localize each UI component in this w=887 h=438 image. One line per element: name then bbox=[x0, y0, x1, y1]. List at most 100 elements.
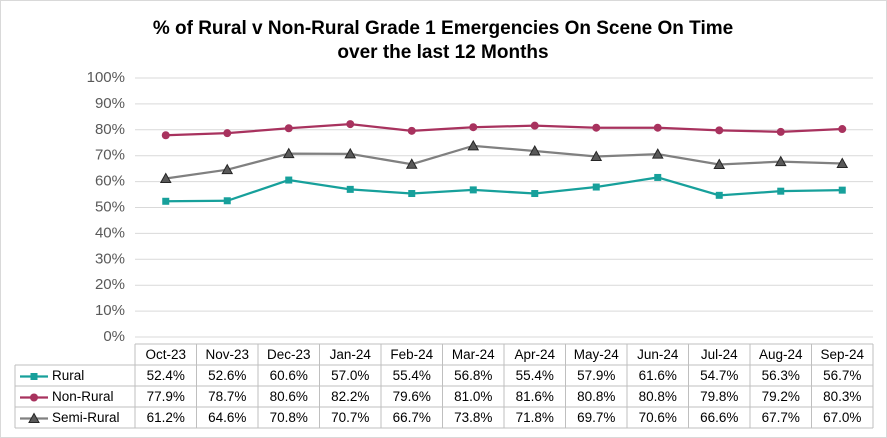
marker bbox=[30, 393, 38, 402]
table-value: 52.4% bbox=[147, 368, 185, 383]
table-value: 52.6% bbox=[208, 368, 246, 383]
x-tick-label: Aug-24 bbox=[759, 347, 803, 362]
marker bbox=[530, 121, 539, 130]
x-tick-label: Jan-24 bbox=[330, 347, 372, 362]
chart-title: % of Rural v Non-Rural Grade 1 Emergenci… bbox=[153, 18, 733, 39]
marker bbox=[285, 176, 293, 184]
marker bbox=[223, 197, 231, 205]
legend-label: Semi-Rural bbox=[52, 410, 120, 425]
marker bbox=[838, 186, 846, 194]
table-value: 73.8% bbox=[454, 410, 492, 425]
marker bbox=[777, 187, 785, 195]
table-value: 66.7% bbox=[393, 410, 431, 425]
y-tick-label: 20% bbox=[95, 276, 125, 293]
marker bbox=[838, 125, 847, 134]
table-value: 64.6% bbox=[208, 410, 246, 425]
table-value: 61.6% bbox=[639, 368, 677, 383]
table-value: 70.6% bbox=[639, 410, 677, 425]
table-value: 80.3% bbox=[823, 389, 861, 404]
marker bbox=[531, 190, 539, 198]
marker bbox=[161, 131, 170, 140]
marker bbox=[651, 148, 664, 159]
marker bbox=[653, 123, 662, 132]
y-tick-label: 90% bbox=[95, 95, 125, 112]
table-value: 57.0% bbox=[331, 368, 369, 383]
table-value: 67.0% bbox=[823, 410, 861, 425]
table-value: 82.2% bbox=[331, 389, 369, 404]
table-value: 67.7% bbox=[762, 410, 800, 425]
marker bbox=[159, 172, 172, 183]
x-tick-label: Jul-24 bbox=[701, 347, 738, 362]
x-tick-label: Dec-23 bbox=[267, 347, 311, 362]
y-tick-label: 80% bbox=[95, 121, 125, 138]
y-tick-label: 30% bbox=[95, 250, 125, 267]
marker bbox=[407, 126, 416, 135]
marker bbox=[28, 412, 40, 423]
table-value: 56.3% bbox=[762, 368, 800, 383]
table-value: 79.8% bbox=[700, 389, 738, 404]
marker bbox=[408, 190, 416, 198]
marker bbox=[654, 173, 662, 181]
table-value: 57.9% bbox=[577, 368, 615, 383]
x-tick-label: Apr-24 bbox=[514, 347, 555, 362]
marker bbox=[221, 163, 234, 175]
x-tick-label: Oct-23 bbox=[145, 347, 186, 362]
marker bbox=[284, 124, 293, 133]
marker bbox=[592, 123, 601, 132]
series-line bbox=[165, 122, 843, 137]
y-tick-label: 100% bbox=[87, 69, 125, 86]
marker bbox=[467, 139, 480, 151]
table-value: 81.6% bbox=[516, 389, 554, 404]
y-tick-label: 10% bbox=[95, 302, 125, 319]
marker bbox=[346, 185, 354, 193]
marker bbox=[30, 373, 38, 380]
marker bbox=[715, 191, 723, 199]
x-tick-label: Mar-24 bbox=[452, 347, 495, 362]
marker bbox=[836, 157, 849, 168]
x-tick-label: Sep-24 bbox=[820, 347, 864, 362]
y-tick-label: 0% bbox=[103, 328, 125, 345]
marker bbox=[715, 126, 724, 135]
marker bbox=[713, 158, 726, 170]
table-value: 70.7% bbox=[331, 410, 369, 425]
series-line bbox=[165, 144, 843, 180]
table-value: 66.6% bbox=[700, 410, 738, 425]
table-value: 79.2% bbox=[762, 389, 800, 404]
marker bbox=[774, 155, 787, 167]
table-value: 80.8% bbox=[577, 389, 615, 404]
marker bbox=[346, 120, 355, 129]
series-line bbox=[165, 176, 843, 203]
marker bbox=[282, 147, 295, 159]
x-tick-label: Feb-24 bbox=[390, 347, 433, 362]
table-value: 54.7% bbox=[700, 368, 738, 383]
legend-label: Non-Rural bbox=[52, 389, 114, 404]
marker bbox=[590, 150, 603, 161]
table-value: 79.6% bbox=[393, 389, 431, 404]
marker bbox=[223, 129, 232, 138]
legend-label: Rural bbox=[52, 368, 84, 383]
marker bbox=[528, 145, 541, 156]
marker bbox=[469, 123, 478, 132]
marker bbox=[469, 186, 477, 194]
table-value: 55.4% bbox=[393, 368, 431, 383]
table-value: 61.2% bbox=[147, 410, 185, 425]
marker bbox=[592, 183, 600, 191]
table-value: 55.4% bbox=[516, 368, 554, 383]
marker bbox=[162, 197, 170, 205]
table-value: 69.7% bbox=[577, 410, 615, 425]
table-value: 60.6% bbox=[270, 368, 308, 383]
y-tick-label: 40% bbox=[95, 224, 125, 241]
table-value: 77.9% bbox=[147, 389, 185, 404]
table-value: 71.8% bbox=[516, 410, 554, 425]
chart-title: over the last 12 Months bbox=[337, 42, 548, 63]
marker bbox=[405, 158, 418, 169]
table-value: 81.0% bbox=[454, 389, 492, 404]
table-value: 80.6% bbox=[270, 389, 308, 404]
table-value: 56.8% bbox=[454, 368, 492, 383]
table-value: 78.7% bbox=[208, 389, 246, 404]
table-value: 80.8% bbox=[639, 389, 677, 404]
table-value: 70.8% bbox=[270, 410, 308, 425]
y-tick-label: 70% bbox=[95, 147, 125, 164]
